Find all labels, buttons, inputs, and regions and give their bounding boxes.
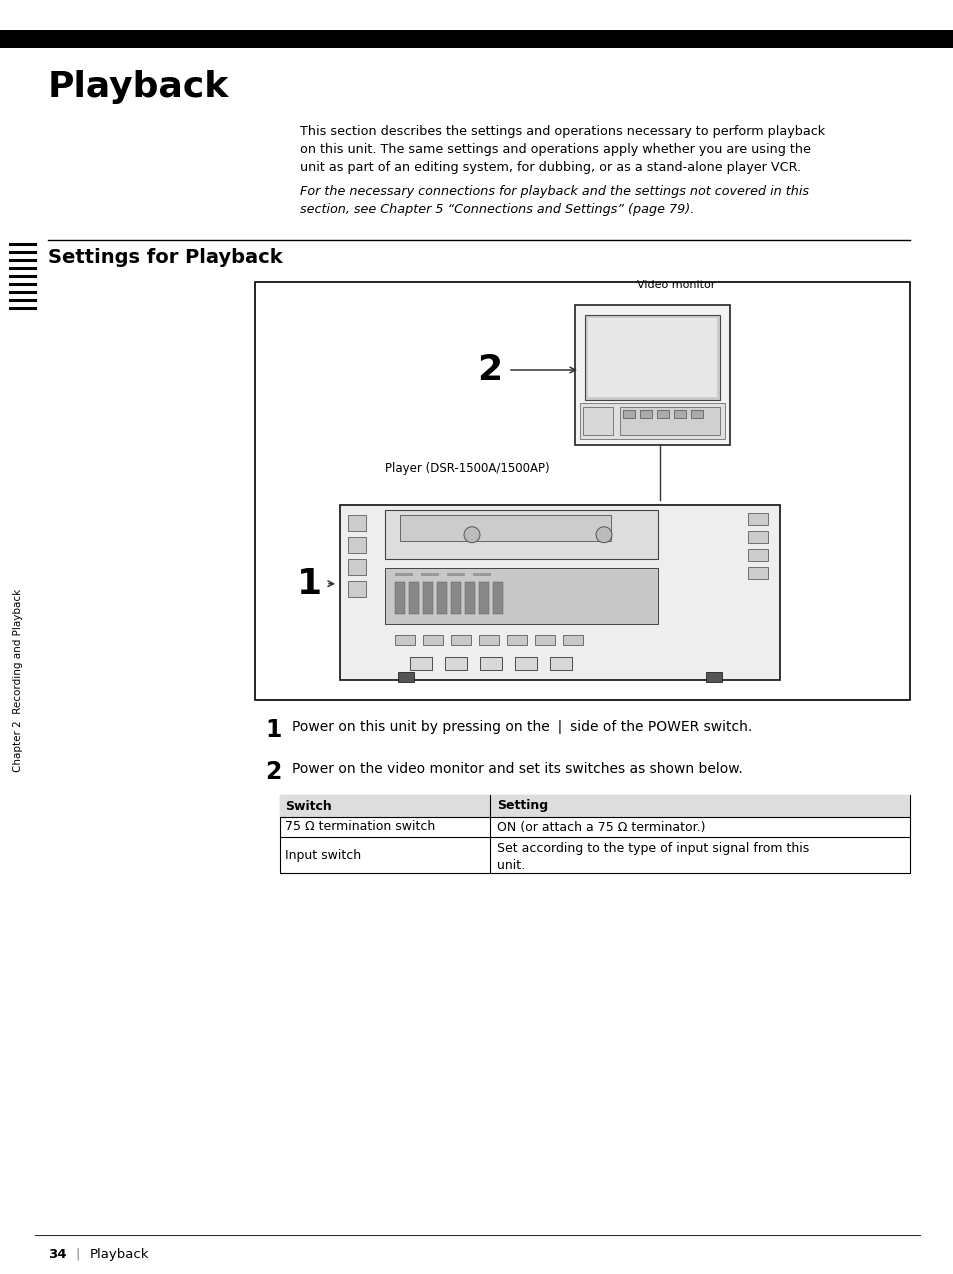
Text: Power on this unit by pressing on the ❘ side of the POWER switch.: Power on this unit by pressing on the ❘ … — [292, 720, 752, 734]
Text: 75 Ω termination switch: 75 Ω termination switch — [285, 820, 435, 833]
Bar — [254, 282, 909, 699]
Bar — [747, 513, 767, 525]
Bar — [515, 657, 537, 670]
Bar — [747, 531, 767, 543]
Text: Power on the video monitor and set its switches as shown below.: Power on the video monitor and set its s… — [292, 762, 742, 776]
Bar — [348, 581, 366, 598]
Text: ON (or attach a 75 Ω terminator.): ON (or attach a 75 Ω terminator.) — [497, 820, 705, 833]
Bar — [422, 582, 433, 614]
Text: Set according to the type of input signal from this
unit.: Set according to the type of input signa… — [497, 842, 808, 871]
Bar — [339, 505, 780, 680]
Bar — [385, 510, 658, 559]
Bar — [422, 634, 442, 645]
Bar — [705, 671, 721, 682]
Bar — [535, 634, 555, 645]
Bar — [409, 582, 418, 614]
Text: 1: 1 — [265, 719, 281, 741]
Text: Setting: Setting — [497, 800, 548, 813]
Bar — [420, 573, 438, 576]
Bar — [582, 406, 613, 434]
Text: Video monitor: Video monitor — [636, 280, 714, 290]
Bar — [673, 410, 685, 418]
Bar — [348, 538, 366, 553]
Bar — [579, 403, 724, 440]
Text: This section describes the settings and operations necessary to perform playback: This section describes the settings and … — [299, 125, 824, 175]
Bar — [619, 406, 720, 434]
Text: 2: 2 — [476, 353, 502, 387]
Bar — [479, 657, 501, 670]
Bar — [464, 582, 475, 614]
Bar — [622, 410, 635, 418]
Bar — [506, 634, 526, 645]
Text: Player (DSR-1500A/1500AP): Player (DSR-1500A/1500AP) — [385, 462, 549, 475]
Bar — [657, 410, 668, 418]
Bar — [348, 515, 366, 531]
Bar — [550, 657, 572, 670]
Bar — [410, 657, 432, 670]
Text: For the necessary connections for playback and the settings not covered in this
: For the necessary connections for playba… — [299, 185, 808, 217]
Text: |: | — [75, 1249, 79, 1261]
Text: Input switch: Input switch — [285, 848, 361, 861]
Bar — [451, 582, 460, 614]
Bar — [478, 634, 498, 645]
Bar — [473, 573, 491, 576]
Text: Switch: Switch — [285, 800, 332, 813]
Bar — [451, 634, 471, 645]
Bar — [747, 549, 767, 561]
Bar — [436, 582, 447, 614]
Bar — [639, 410, 651, 418]
Circle shape — [463, 526, 479, 543]
Bar — [280, 795, 909, 873]
Text: Settings for Playback: Settings for Playback — [48, 248, 282, 268]
Bar — [447, 573, 464, 576]
Bar — [280, 795, 909, 817]
Bar — [395, 573, 413, 576]
Text: Playback: Playback — [90, 1249, 150, 1261]
Bar — [575, 304, 729, 445]
Bar — [444, 657, 467, 670]
Bar — [399, 515, 611, 541]
Bar — [397, 671, 414, 682]
Text: 34: 34 — [48, 1249, 67, 1261]
Bar — [690, 410, 702, 418]
Text: 2: 2 — [265, 761, 281, 784]
Bar — [584, 315, 720, 400]
Bar — [385, 568, 658, 624]
Bar — [395, 634, 415, 645]
Bar — [587, 318, 717, 397]
Text: Playback: Playback — [48, 70, 229, 104]
Text: 1: 1 — [297, 567, 322, 601]
Bar — [562, 634, 582, 645]
Circle shape — [596, 526, 612, 543]
Bar — [348, 559, 366, 575]
Bar — [395, 582, 405, 614]
Bar — [0, 31, 953, 48]
Bar — [478, 582, 489, 614]
Bar — [747, 567, 767, 578]
Text: Chapter 2  Recording and Playback: Chapter 2 Recording and Playback — [13, 589, 23, 772]
Bar — [493, 582, 502, 614]
